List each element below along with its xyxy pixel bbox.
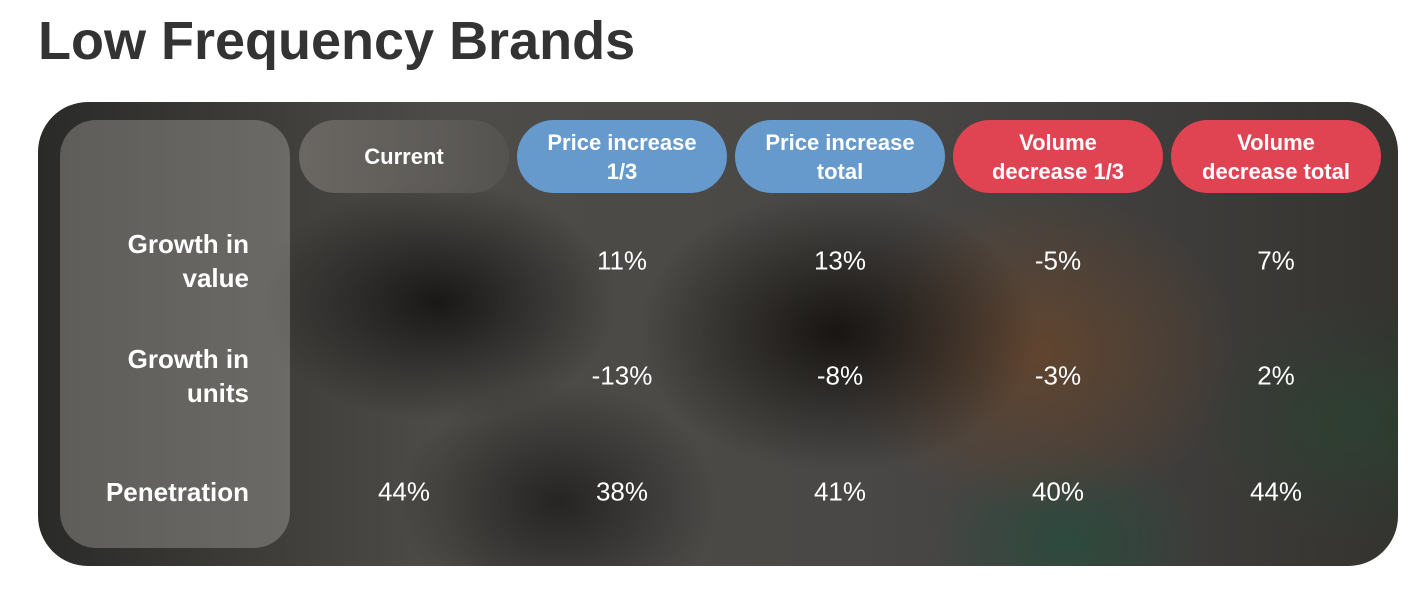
row-label-column	[60, 120, 290, 548]
column-header: Volume decrease 1/3	[953, 120, 1163, 193]
table-cell: 7%	[1257, 245, 1295, 276]
table-cell: -8%	[816, 360, 864, 391]
page-title: Low Frequency Brands	[38, 11, 636, 71]
table-cell: 11%	[596, 245, 648, 276]
table-cell: 44%	[377, 476, 431, 507]
column-header-text: Price increase 1/3	[547, 129, 697, 184]
column-header: Price increase 1/3	[517, 120, 727, 193]
table-cell: 44%	[1249, 476, 1303, 507]
column-header-text: Volume decrease 1/3	[991, 129, 1125, 184]
table-cell: -5%	[1034, 245, 1082, 276]
column-header: Current	[299, 120, 509, 193]
column-header: Price increase total	[735, 120, 945, 193]
row-label: Growth in units	[127, 344, 249, 408]
table-cell: 38%	[595, 476, 649, 507]
table-cell: 2%	[1257, 360, 1295, 391]
column-header: Volume decrease total	[1171, 120, 1381, 193]
table-cell: 40%	[1031, 476, 1085, 507]
table-cell: 13%	[813, 245, 867, 276]
row-label: Penetration	[105, 477, 249, 507]
column-header-text: Price increase total	[765, 129, 915, 184]
row-label: Growth in value	[127, 229, 249, 293]
column-header-text: Volume decrease total	[1202, 129, 1350, 184]
table-cell: -3%	[1034, 360, 1082, 391]
table-cell: -13%	[591, 360, 653, 391]
column-header-text: Current	[364, 144, 444, 169]
table-cell: 41%	[813, 476, 867, 507]
